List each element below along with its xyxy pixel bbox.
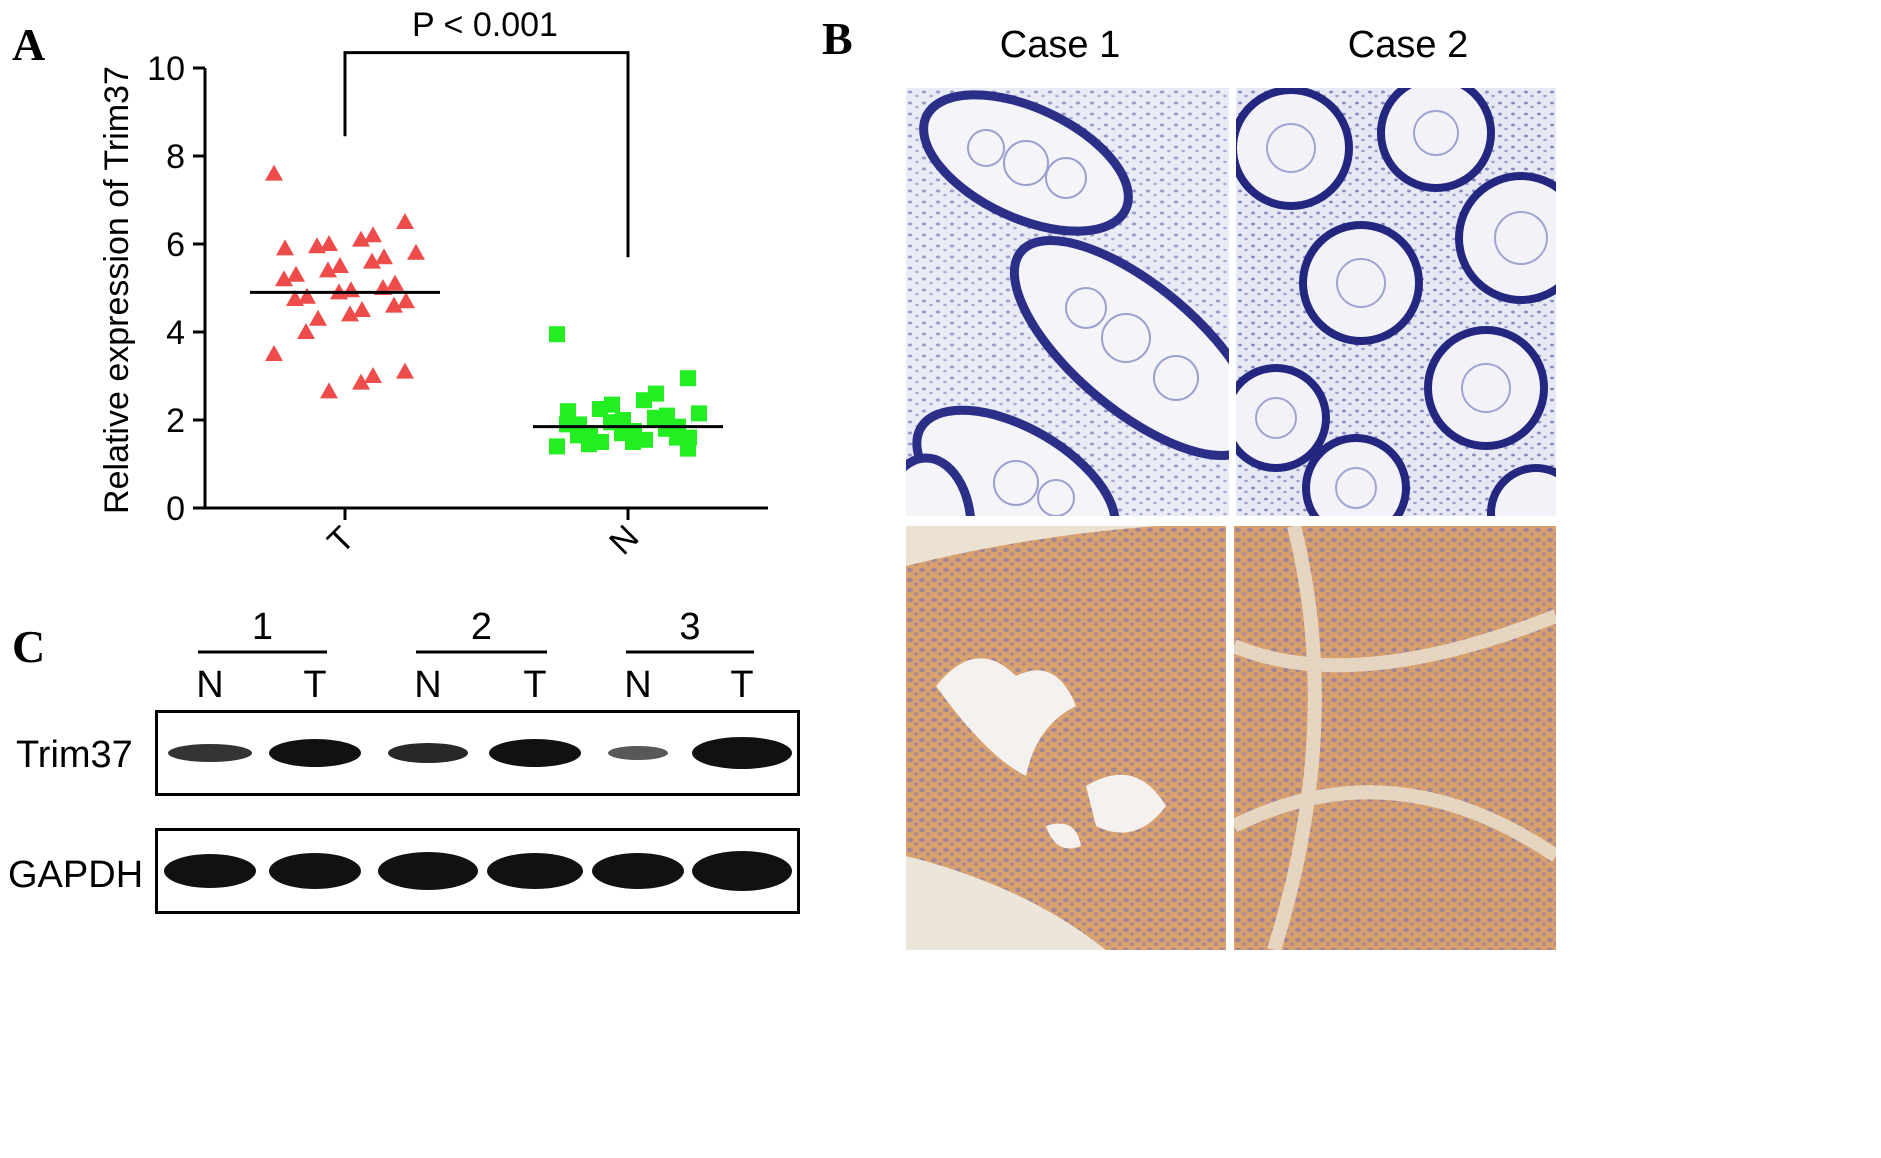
- lane-label-N-1: N: [196, 664, 224, 706]
- lane-label-N-2: N: [414, 664, 442, 706]
- data-point-T: [287, 265, 305, 282]
- gapdh-band-1: [164, 854, 256, 888]
- histology-normal-case-2: [1236, 88, 1556, 516]
- data-point-N: [680, 440, 696, 457]
- data-point-T: [363, 252, 381, 269]
- gapdh-bands: [164, 851, 792, 891]
- data-point-N: [560, 403, 576, 420]
- gapdh-band-6: [692, 851, 792, 891]
- data-point-N: [625, 434, 641, 450]
- data-point-N: [680, 370, 696, 387]
- data-point-T: [297, 323, 315, 339]
- data-point-T: [341, 305, 359, 322]
- data-point-T: [352, 230, 370, 247]
- significance-bracket: [343, 51, 630, 258]
- p-value-annotation: P < 0.001: [412, 6, 558, 44]
- data-point-N: [581, 436, 597, 453]
- trim37-blot-box: [155, 710, 800, 796]
- y-tick-label: 10: [147, 50, 185, 88]
- data-point-T: [407, 243, 425, 260]
- data-point-T: [275, 270, 293, 287]
- blot-group-lines: [198, 650, 754, 654]
- y-tick-label: 0: [166, 490, 185, 528]
- data-point-T: [319, 261, 337, 278]
- gapdh-band-4: [487, 853, 583, 889]
- data-point-T: [308, 237, 326, 254]
- data-point-T: [364, 226, 382, 243]
- y-tick-label: 2: [166, 402, 185, 440]
- histology-tumor-case-1: [906, 526, 1226, 950]
- lane-label-T-2: T: [523, 664, 547, 706]
- histology-normal-case-1: [906, 88, 1229, 516]
- lane-label-N-3: N: [624, 664, 652, 706]
- trim37-band-2: [269, 739, 361, 767]
- data-point-T: [286, 290, 304, 306]
- data-point-T: [353, 301, 371, 317]
- data-point-T: [265, 345, 283, 361]
- data-point-T: [309, 309, 327, 326]
- lane-label-T-1: T: [303, 664, 327, 706]
- data-point-T: [320, 382, 338, 399]
- y-axis-label: Relative expression of Trim37: [98, 66, 136, 514]
- data-point-N: [549, 326, 565, 343]
- trim37-band-3: [388, 743, 468, 763]
- lane-label-T-3: T: [730, 664, 754, 706]
- panel-letter-a: A: [12, 19, 46, 70]
- data-point-T: [386, 274, 404, 291]
- y-tick-label: 8: [166, 138, 185, 176]
- data-point-T: [298, 287, 316, 304]
- case-label-1: Case 1: [999, 24, 1121, 66]
- y-tick-label: 4: [166, 314, 185, 352]
- gapdh-band-2: [269, 853, 361, 889]
- data-point-N: [592, 401, 608, 417]
- trim37-bands: [168, 737, 792, 769]
- gapdh-band-3: [378, 852, 478, 890]
- histology-tumor-case-2: [1234, 526, 1556, 950]
- row-label-gapdh: GAPDH: [8, 854, 144, 896]
- group-label-3: 3: [679, 606, 701, 648]
- data-point-T: [396, 213, 414, 229]
- trim37-band-6: [692, 737, 792, 769]
- data-point-T: [265, 164, 283, 181]
- data-point-T: [331, 257, 349, 273]
- gapdh-band-5: [592, 853, 684, 889]
- chart-points: [250, 164, 723, 457]
- data-point-T: [385, 296, 403, 313]
- row-label-trim37: Trim37: [16, 734, 133, 776]
- data-point-T: [276, 239, 294, 256]
- trim37-band-5: [608, 746, 668, 760]
- panel-letter-c: C: [12, 621, 46, 672]
- trim37-band-4: [489, 739, 581, 767]
- group-label-1: 1: [251, 606, 274, 648]
- case-label-2: Case 2: [1347, 24, 1469, 66]
- y-tick-label: 6: [166, 226, 185, 264]
- panel-letter-b: B: [822, 13, 853, 64]
- data-point-T: [352, 373, 370, 390]
- data-point-N: [549, 438, 565, 455]
- data-point-T: [396, 362, 414, 379]
- data-point-N: [636, 392, 652, 409]
- data-point-T: [364, 367, 382, 383]
- gapdh-blot-box: [155, 828, 800, 914]
- trim37-band-1: [168, 744, 252, 762]
- data-point-N: [691, 405, 707, 422]
- data-point-T: [397, 292, 415, 309]
- group-label-2: 2: [470, 606, 493, 648]
- data-point-T: [375, 248, 393, 265]
- data-point-T: [320, 235, 338, 251]
